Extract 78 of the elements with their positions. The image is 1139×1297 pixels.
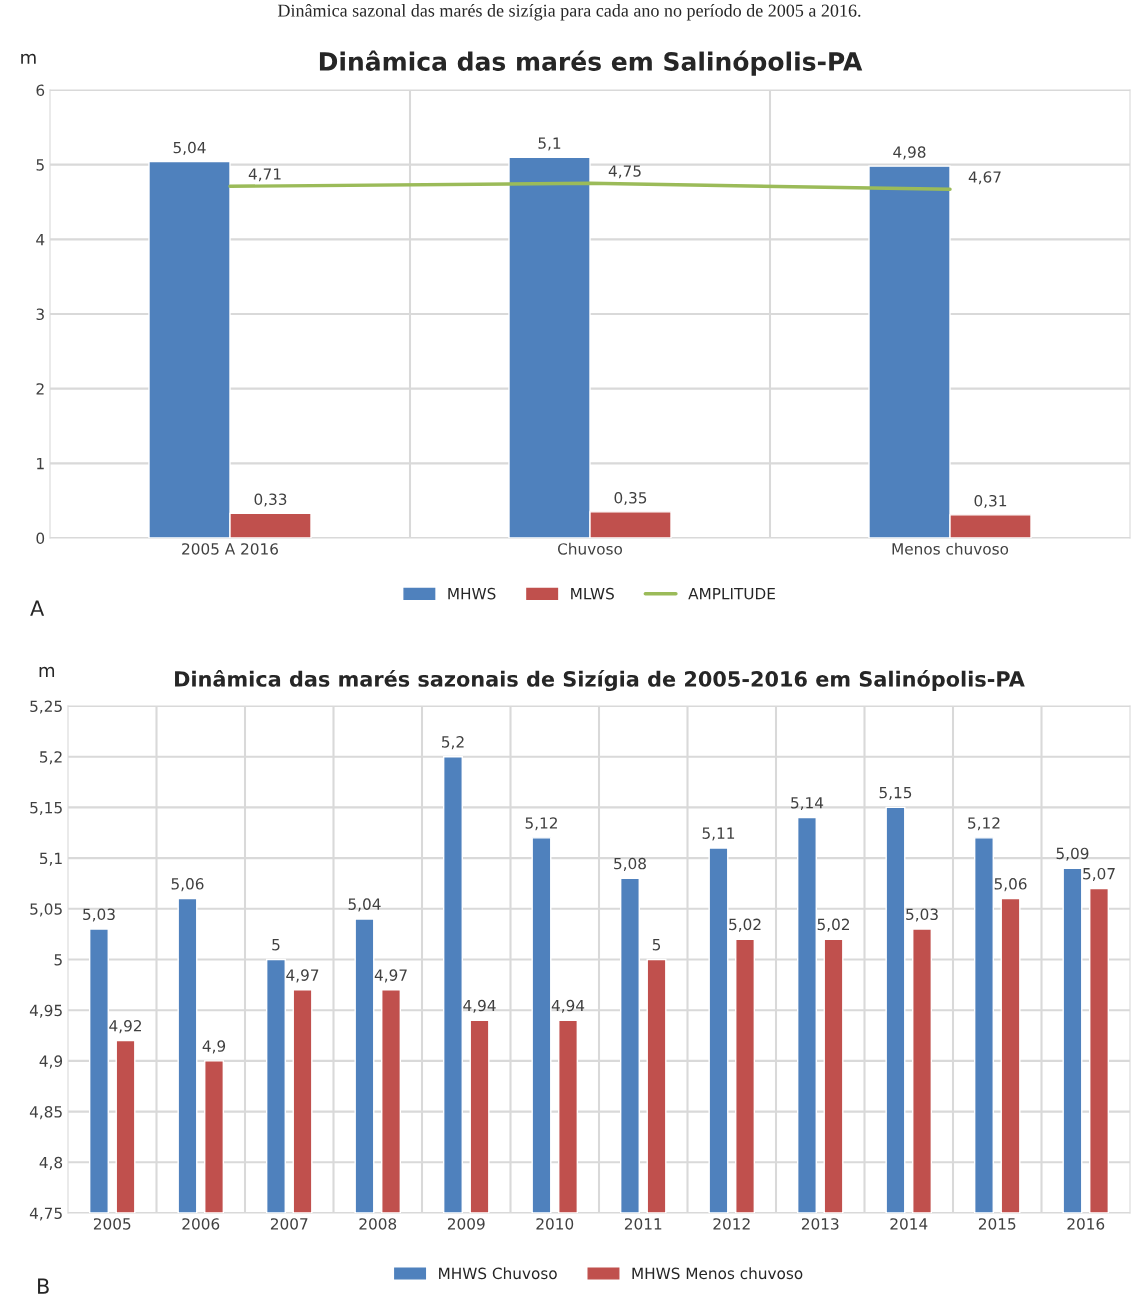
y-axis-title: m xyxy=(21,53,36,64)
data-label: 5,09 xyxy=(1056,847,1089,861)
y-tick-label: 4,85 xyxy=(29,1106,62,1120)
data-label: 5,04 xyxy=(173,141,206,155)
data-label: 4,71 xyxy=(248,168,281,182)
x-tick-label: Chuvoso xyxy=(557,542,623,555)
data-label: 5,07 xyxy=(1083,867,1115,882)
data-label: 4,92 xyxy=(109,1020,141,1034)
text: A xyxy=(30,600,45,616)
data-label: 5,11 xyxy=(702,827,735,841)
data-label: 5,02 xyxy=(817,918,849,932)
data-label: 5,06 xyxy=(171,878,204,892)
legend-label: MHWS Menos chuvoso xyxy=(632,1267,803,1280)
data-label: 5,1 xyxy=(538,137,561,151)
y-tick-label: 4 xyxy=(36,234,45,246)
y-axis-title: m xyxy=(39,666,55,677)
data-label: 4,67 xyxy=(968,171,1001,185)
y-tick-label: 5,1 xyxy=(40,852,62,866)
data-label: 5,08 xyxy=(614,857,646,871)
data-label: 4,97 xyxy=(286,969,319,983)
x-tick-label: Menos chuvoso xyxy=(892,542,1009,555)
data-label: 5,03 xyxy=(83,908,115,922)
legend-label: MHWS xyxy=(448,587,496,600)
x-tick-label: 2013 xyxy=(801,1218,839,1230)
x-tick-label: 2009 xyxy=(447,1218,485,1230)
data-label: 5,03 xyxy=(906,908,938,922)
data-label: 0,31 xyxy=(974,494,1007,509)
x-tick-label: 2014 xyxy=(890,1218,928,1230)
x-tick-label: 2006 xyxy=(182,1218,220,1230)
y-tick-label: 5,2 xyxy=(40,751,62,765)
y-tick-label: 5,25 xyxy=(30,700,62,714)
y-tick-label: 5,05 xyxy=(30,903,62,917)
legend-label: MHWS Chuvoso xyxy=(439,1267,557,1280)
legend-label: MLWS xyxy=(571,587,614,600)
data-label: 5,06 xyxy=(994,878,1027,892)
data-label: 4,97 xyxy=(374,969,407,983)
y-tick-label: 5 xyxy=(36,159,44,171)
data-label: 4,94 xyxy=(463,999,496,1013)
x-tick-label: 2010 xyxy=(536,1218,574,1230)
data-label: 5,04 xyxy=(348,898,381,912)
chart-title: Dinâmica das marés sazonais de Sizígia de 2005-2016 em Salinópolis-PA xyxy=(175,669,1025,692)
data-label: 0,35 xyxy=(614,491,647,506)
y-tick-label: 4,75 xyxy=(29,1207,62,1221)
x-tick-label: 2007 xyxy=(270,1218,308,1230)
x-tick-label: 2011 xyxy=(624,1218,662,1230)
data-label: 4,94 xyxy=(551,999,585,1013)
legend-label: AMPLITUDE xyxy=(688,588,775,600)
y-tick-label: 2 xyxy=(36,383,44,395)
data-label: 4,98 xyxy=(893,146,926,160)
data-label: 5,15 xyxy=(879,787,912,800)
y-tick-label: 1 xyxy=(37,458,44,470)
data-label: 0,33 xyxy=(254,493,287,507)
y-tick-label: 4,9 xyxy=(39,1055,63,1069)
data-label: 5 xyxy=(652,939,661,951)
data-label: 5,14 xyxy=(791,797,824,811)
data-label: 5,2 xyxy=(442,736,464,750)
text: B xyxy=(38,1278,49,1294)
data-label: 4,9 xyxy=(202,1040,226,1054)
y-tick-label: 5 xyxy=(54,954,62,966)
x-tick-label: 2015 xyxy=(978,1218,1016,1230)
x-tick-label: 2016 xyxy=(1067,1218,1105,1230)
text: Dinâmica sazonal das marés de sizígia para cada ano no período de 2005 a 2016. xyxy=(277,4,861,21)
data-label: 5,12 xyxy=(525,817,557,831)
x-tick-label: 2005 A 2016 xyxy=(182,543,278,555)
data-label: 5,12 xyxy=(968,817,1000,831)
y-tick-label: 3 xyxy=(36,308,44,321)
y-tick-label: 6 xyxy=(36,84,45,97)
y-tick-label: 4,8 xyxy=(39,1156,63,1170)
data-label: 4,75 xyxy=(608,165,641,179)
data-label: 5 xyxy=(272,939,280,951)
x-tick-label: 2012 xyxy=(713,1218,750,1230)
y-tick-label: 0 xyxy=(36,532,45,545)
data-label: 5,02 xyxy=(729,918,761,932)
chart-title: Dinâmica das marés em Salinópolis-PA xyxy=(319,50,863,76)
y-tick-label: 4,95 xyxy=(29,1004,62,1018)
x-tick-label: 2008 xyxy=(359,1218,397,1230)
y-tick-label: 5,15 xyxy=(30,802,62,815)
x-tick-label: 2005 xyxy=(93,1218,131,1230)
